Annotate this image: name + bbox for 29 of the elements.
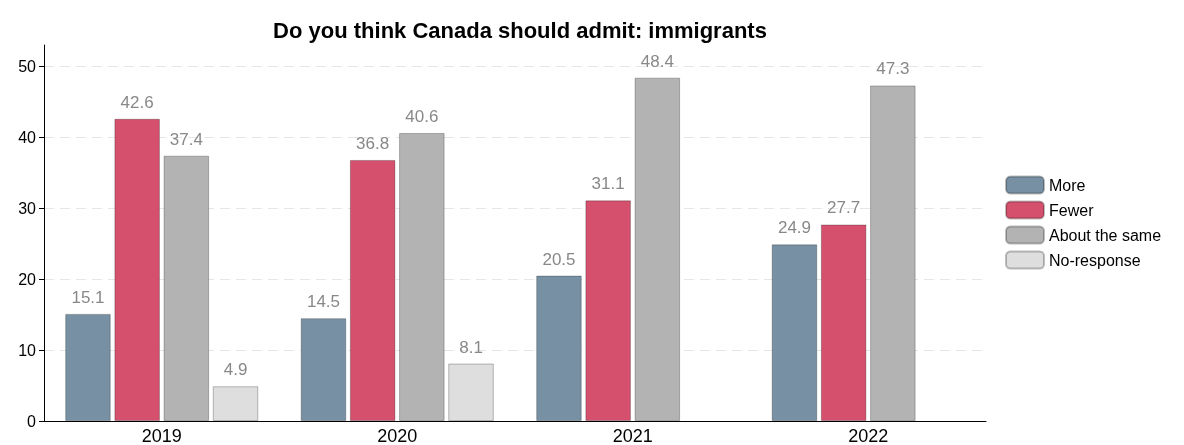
data-label: 24.9 [777,218,812,238]
data-label: 27.7 [827,198,861,218]
x-tick-label: 2022 [848,426,889,445]
y-tick-label: 10 [18,341,37,359]
legend-label: More [1049,176,1086,194]
data-label: 31.1 [591,174,625,194]
y-tick-label: 20 [18,270,37,288]
data-label: 20.5 [542,249,576,269]
data-label: 37.4 [169,129,203,149]
data-label: 47.3 [876,59,910,79]
x-tick-label: 2019 [141,426,182,445]
chart-title: Do you think Canada should admit: immigrants [273,17,767,43]
y-tick-label: 40 [18,128,37,146]
data-label: 48.4 [640,51,674,71]
legend-label: About the same [1049,226,1162,244]
data-label: 15.1 [71,287,105,307]
x-tick-label: 2021 [612,426,653,445]
data-label: 36.8 [356,133,390,153]
y-tick-label: 30 [18,199,37,217]
y-tick-label: 0 [27,412,37,430]
data-label: 14.5 [306,292,341,312]
legend-label: No-response [1049,251,1141,269]
data-label: 8.1 [459,337,483,357]
y-tick-label: 50 [18,57,37,75]
data-label: 4.9 [223,360,248,380]
data-label: 42.6 [120,92,154,112]
legend-label: Fewer [1049,201,1095,219]
x-tick-label: 2020 [377,426,418,445]
data-label: 40.6 [405,106,439,126]
